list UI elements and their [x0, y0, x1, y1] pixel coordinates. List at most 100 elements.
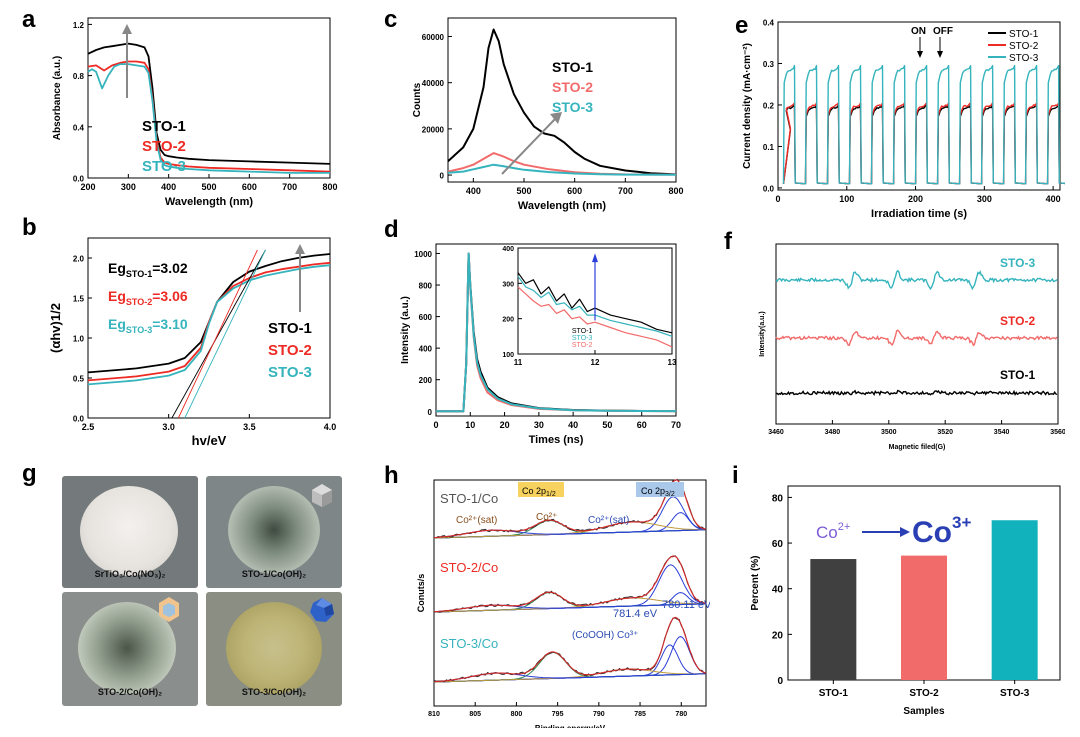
i-x-axis-title: Samples	[903, 706, 945, 717]
h-label-sto1: STO-1/Co	[440, 491, 498, 506]
e-series-sto-1	[782, 104, 1065, 185]
d-xtick-label: 0	[433, 420, 438, 430]
b-label-sto3: STO-3	[268, 364, 312, 381]
i-ytick-label: 60	[772, 539, 784, 550]
e-ytick-label: 0.0	[763, 184, 775, 193]
e-arrowhead-off	[937, 51, 943, 58]
c-ytick-label: 40000	[422, 79, 445, 88]
f-plot-frame	[775, 243, 1059, 425]
b-tangent-sto-3	[184, 249, 266, 419]
a-series-sto-3	[87, 63, 330, 174]
b-label-sto1: STO-1	[268, 320, 312, 337]
c-xtick-label: 600	[567, 186, 582, 196]
b-ytick-label: 0.5	[73, 375, 85, 384]
h-label-7801: 780.11 eV	[662, 599, 710, 611]
panel-h-chart: 810 805 800 795 790 785 780 Binding energy/eV Co…	[416, 478, 710, 728]
d-inset-ytick-label: 300	[502, 281, 514, 288]
f-xtick-label: 3500	[881, 429, 897, 436]
f-label-sto1: STO-1	[1000, 368, 1035, 382]
f-x-axis-title: Magnetic filed(G)	[889, 444, 946, 451]
a-ytick-label: 0.4	[73, 123, 85, 132]
e-label-off: OFF	[933, 26, 953, 37]
a-plot-frame	[87, 17, 331, 179]
d-inset-ytick-label: 100	[502, 352, 514, 359]
b-ytick-label: 1.0	[73, 335, 85, 344]
d-inset-xtick-label: 11	[514, 358, 523, 367]
e-xtick-label: 0	[775, 194, 780, 204]
b-ytick-label: 0.0	[73, 415, 85, 424]
panel-e-chart: 0 100 200 300 400 0.0 0.1 0.2 0.3 0.4 Irradiation …	[742, 19, 1065, 220]
c-ytick-label: 0	[440, 172, 445, 181]
panel-label-a: a	[22, 6, 36, 33]
a-xtick-label: 200	[80, 182, 95, 192]
a-arrowhead	[122, 24, 132, 34]
h-label-7814: 781.4 eV	[613, 608, 658, 620]
f-series-sto-3	[775, 269, 1058, 291]
f-xtick-label: 3560	[1050, 429, 1065, 436]
panel-label-d: d	[384, 216, 399, 243]
panel-label-e: e	[735, 12, 749, 39]
d-inset-series-sto-3	[517, 275, 673, 337]
b-tangent-sto-1	[171, 249, 266, 419]
b-eg-sto3: EgSTO-3=3.10	[108, 316, 188, 335]
e-ytick-label: 0.4	[763, 19, 775, 28]
c-ytick-label: 20000	[422, 125, 445, 134]
a-xtick-label: 600	[242, 182, 257, 192]
c-xtick-label: 700	[618, 186, 633, 196]
i-bar-sto-1	[810, 559, 857, 680]
c-series-sto-3	[447, 163, 677, 176]
panel-label-b: b	[22, 214, 37, 241]
h-fit-envelope	[433, 479, 707, 539]
truncated-cube-icon	[159, 597, 179, 622]
panel-b-chart: 2.5 3.0 3.5 4.0 0.0 0.5 1.0 1.5 2.0 hv/eV (αhv)1/2…	[48, 237, 337, 448]
d-x-axis-title: Times (ns)	[529, 434, 584, 446]
h-badge-co2p12-text: Co 2p1/2	[522, 486, 556, 498]
a-xtick-label: 400	[161, 182, 176, 192]
i-co-transition: Co2+ Co3+	[816, 513, 971, 549]
a-xtick-label: 500	[201, 182, 216, 192]
d-inset-ytick-label: 400	[502, 246, 514, 253]
c-ytick-label: 60000	[422, 33, 445, 42]
a-label-sto2: STO-2	[142, 138, 186, 155]
a-y-axis-title: Absorbance (a.u.)	[52, 56, 63, 140]
b-xtick-label: 4.0	[324, 422, 337, 432]
d-xtick-label: 30	[534, 420, 544, 430]
panel-i-chart: 0 20 40 60 80 STO-1 STO-2 STO-3 Samples Percent (…	[750, 485, 1061, 717]
e-legend-label: STO-3	[1009, 53, 1039, 64]
photo-caption-1: SrTiO₃/Co(NO₃)₂	[94, 569, 166, 579]
photo-sto1: STO-1/Co(OH)₂	[206, 476, 342, 588]
h-label-co2: Co²⁺	[536, 512, 557, 523]
d-ytick-label: 0	[428, 408, 433, 417]
e-plot-frame	[777, 21, 1061, 191]
h-plot-frame	[433, 479, 707, 707]
cube-icon	[312, 484, 332, 507]
d-series-sto-2	[436, 252, 677, 413]
photo-caption-3: STO-2/Co(OH)₂	[97, 687, 163, 697]
c-label-sto1: STO-1	[552, 59, 593, 75]
b-arrowhead	[295, 244, 305, 254]
b-series-sto-1	[87, 253, 331, 374]
a-label-sto1: STO-1	[142, 118, 186, 135]
panel-label-f: f	[724, 228, 732, 255]
c-arrow	[501, 117, 557, 175]
b-series-sto-3	[87, 264, 331, 386]
e-legend-label: STO-2	[1009, 41, 1039, 52]
polyhedron-icon	[310, 598, 334, 622]
f-label-sto3: STO-3	[1000, 256, 1035, 270]
e-series-sto-3	[782, 64, 1065, 185]
d-xtick-label: 50	[602, 420, 612, 430]
c-plot-frame	[447, 17, 677, 183]
h-x-axis-title: Binding energy/eV	[535, 724, 606, 728]
panel-f-chart: 3460 3480 3500 3520 3540 3560 Magnetic filed(G…	[759, 243, 1065, 451]
photo-caption-2: STO-1/Co(OH)₂	[241, 569, 307, 579]
i-category-label: STO-2	[909, 688, 939, 699]
d-xtick-label: 10	[465, 420, 475, 430]
d-inset-ytick-label: 200	[502, 317, 514, 324]
e-xtick-label: 100	[839, 194, 854, 204]
panel-d-chart: 0 10 20 30 40 50 60 70 0 200 400 600 800 1000 Times (n…	[400, 243, 681, 446]
d-inset-arrowhead	[592, 253, 598, 263]
b-xtick-label: 3.5	[243, 422, 256, 432]
h-badge-co2p32-text: Co 2p3/2	[641, 486, 675, 498]
d-ytick-label: 800	[419, 282, 433, 291]
d-inset-xtick-label: 12	[591, 358, 600, 367]
